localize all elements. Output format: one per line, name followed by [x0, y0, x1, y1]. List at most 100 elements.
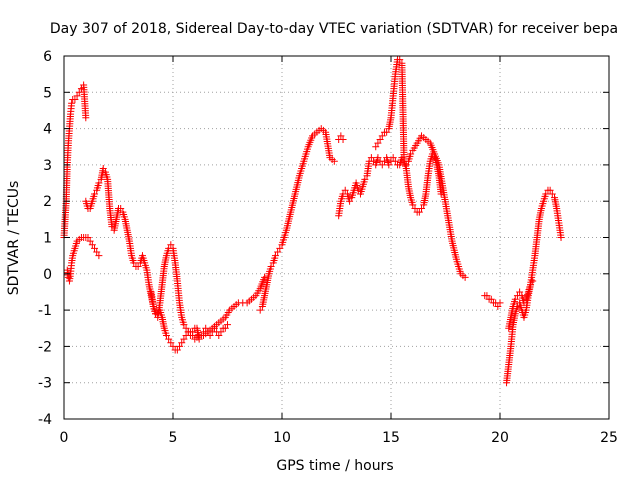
data-point: [91, 190, 99, 198]
data-point: [82, 114, 90, 122]
data-point: [95, 179, 103, 187]
data-point: [206, 332, 214, 340]
data-point: [339, 135, 347, 143]
data-point: [64, 273, 72, 281]
data-point: [180, 321, 188, 329]
data-point: [210, 324, 218, 332]
data-point: [215, 332, 223, 340]
data-point: [483, 292, 491, 300]
data-point: [68, 99, 76, 107]
data-point: [516, 288, 524, 296]
data-point: [407, 150, 415, 158]
data-point: [374, 139, 382, 147]
data-point: [354, 186, 362, 194]
data-point: [374, 154, 382, 162]
y-tick-label: 4: [43, 122, 52, 138]
y-tick-label: -4: [38, 412, 52, 428]
x-axis-label: GPS time / hours: [276, 458, 393, 474]
data-point: [267, 263, 275, 271]
data-point: [202, 324, 210, 332]
data-point: [134, 263, 142, 271]
x-tick-label: 10: [273, 430, 291, 446]
data-point: [409, 201, 417, 209]
data-point: [378, 161, 386, 169]
x-tick-label: 20: [491, 430, 509, 446]
y-tick-label: 3: [43, 158, 52, 174]
data-point: [437, 190, 445, 198]
data-point: [117, 204, 125, 212]
data-point: [256, 306, 264, 314]
data-point: [91, 244, 99, 252]
data-point: [169, 342, 177, 350]
data-point: [391, 157, 399, 165]
x-tick-label: 25: [600, 430, 618, 446]
y-tick-labels: -4 -3 -2 -1 0 1 2 3 4 5 6: [38, 49, 52, 428]
y-tick-label: 0: [43, 267, 52, 283]
data-point: [167, 241, 175, 249]
y-tick-label: 2: [43, 194, 52, 210]
data-point: [546, 186, 554, 194]
data-point: [330, 157, 338, 165]
y-tick-label: -3: [38, 376, 52, 392]
data-point: [346, 197, 354, 205]
data-point: [341, 186, 349, 194]
data-point: [367, 154, 375, 162]
data-point: [99, 165, 107, 173]
data-point: [380, 157, 388, 165]
data-point: [162, 332, 170, 340]
data-point: [221, 324, 229, 332]
data-point: [73, 92, 81, 100]
y-tick-label: -1: [38, 303, 52, 319]
data-point: [337, 132, 345, 140]
y-tick-label: 1: [43, 231, 52, 247]
data-point: [88, 241, 96, 249]
data-point: [428, 150, 436, 158]
x-tick-label: 0: [60, 430, 69, 446]
data-point: [189, 328, 197, 336]
data-point: [165, 335, 173, 343]
data-point: [557, 234, 565, 241]
y-axis-label: SDTVAR / TECUs: [6, 181, 22, 296]
data-point: [487, 295, 495, 303]
data-point: [180, 335, 188, 343]
plot-axes: [63, 55, 610, 420]
data-point: [542, 190, 550, 198]
data-point: [261, 273, 269, 281]
data-point: [494, 302, 502, 310]
data-point: [385, 161, 393, 169]
data-point: [496, 299, 504, 307]
x-tick-label: 15: [382, 430, 400, 446]
x-tick-label: 5: [169, 430, 178, 446]
data-point: [217, 328, 225, 336]
data-point: [93, 248, 101, 256]
data-point: [95, 252, 103, 260]
data-point: [274, 248, 282, 256]
data-point: [520, 299, 528, 307]
data-point: [548, 190, 556, 198]
data-point: [197, 332, 205, 340]
data-point: [383, 128, 391, 136]
data-point: [176, 342, 184, 350]
plot-frame: [63, 55, 610, 420]
data-point: [461, 273, 469, 281]
data-point: [224, 321, 231, 329]
data-point: [276, 244, 284, 252]
data-point: [378, 132, 386, 140]
data-point: [130, 259, 138, 267]
x-tick-labels: 0 5 10 15 20 25: [60, 430, 618, 446]
data-point: [370, 157, 378, 165]
data-point: [178, 339, 186, 347]
data-point: [511, 295, 519, 303]
data-point: [396, 56, 404, 64]
y-tick-label: 6: [43, 49, 52, 65]
data-point: [529, 277, 537, 285]
data-point: [376, 135, 384, 143]
data-point: [195, 335, 203, 343]
data-point: [84, 234, 92, 241]
data-point: [411, 204, 419, 212]
data-point: [271, 252, 279, 260]
data-point: [86, 237, 94, 245]
data-point: [389, 154, 397, 162]
data-point: [186, 332, 194, 340]
